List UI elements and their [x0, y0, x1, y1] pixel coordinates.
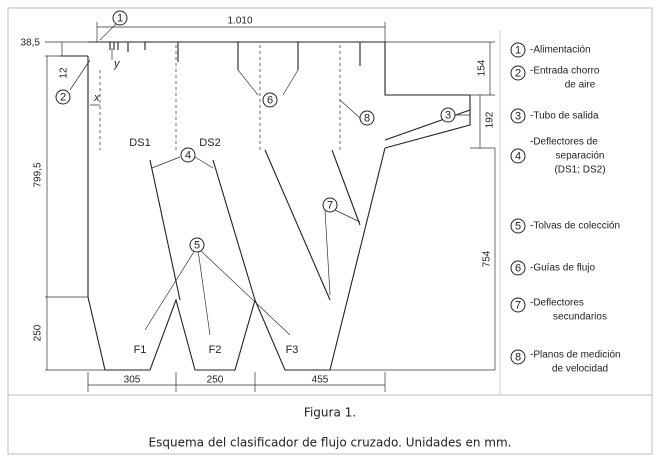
legend-text: -Entrada chorro: [530, 66, 600, 77]
callout-number: 6: [267, 94, 273, 106]
axis-label: y: [113, 58, 121, 70]
callout-number: 7: [327, 199, 333, 211]
callout-circle: [510, 349, 526, 365]
legend-text: -Deflectores de: [530, 137, 598, 148]
figure-border: [7, 7, 653, 455]
callout-number: 1: [117, 12, 123, 24]
callout-circle: [322, 197, 338, 213]
dimension-label: 12: [59, 67, 70, 79]
part-label: DS1: [129, 137, 150, 149]
dimension-label: 250: [33, 324, 44, 341]
dimension-label: 799,5: [33, 162, 44, 187]
legend-text: (DS1; DS2): [554, 165, 605, 176]
callout-number: 5: [515, 220, 521, 232]
legend-text: -Tolvas de colección: [530, 221, 620, 232]
legend-text: -Deflectores: [530, 298, 584, 309]
callout-number: 3: [515, 110, 521, 122]
callout-number: 4: [515, 150, 521, 162]
callout-number: 7: [515, 299, 521, 311]
callout-circle: [510, 260, 526, 276]
dimension-label: 250: [207, 375, 224, 386]
callout-circle: [180, 147, 196, 163]
dimension-label: 305: [124, 375, 141, 386]
callout-circle: [510, 108, 526, 124]
callout-number: 3: [445, 109, 451, 121]
dimension-label: 154: [477, 59, 488, 76]
part-label: F1: [134, 344, 147, 356]
part-label: F3: [286, 344, 299, 356]
callout-circle: [510, 148, 526, 164]
callout-number: 5: [194, 239, 200, 251]
dimension-label: 38,5: [21, 38, 41, 49]
caption-text: Esquema del clasificador de flujo cruzad…: [149, 436, 512, 450]
legend-text: -Alimentación: [530, 45, 591, 56]
axis-label: x: [93, 92, 100, 104]
callout-circle: [189, 237, 205, 253]
callout-circle: [359, 110, 375, 126]
callout-number: 1: [515, 44, 521, 56]
dimension-label: 754: [482, 250, 493, 267]
texts: 1.010 38,5 12 799,5 250 154 192 754 305 …: [21, 16, 512, 450]
callout-number: 6: [515, 262, 521, 274]
callout-circle: [510, 297, 526, 313]
part-label: F2: [209, 344, 222, 356]
legend-text: separación: [556, 151, 605, 162]
classifier-drawing: [45, 21, 496, 392]
callout-circle: [510, 218, 526, 234]
dimension-label: 1.010: [227, 16, 252, 27]
legend-text: secundarios: [553, 312, 607, 323]
legend-text: de aire: [565, 80, 596, 91]
callout-number: 8: [364, 112, 370, 124]
callout-number: 2: [60, 91, 66, 103]
callout-number: 4: [185, 149, 191, 161]
callout-circle: [510, 65, 526, 81]
callout-number: 2: [515, 67, 521, 79]
dimension-label: 455: [312, 375, 329, 386]
legend-text: -Guías de flujo: [530, 263, 595, 274]
dimension-label: 192: [485, 111, 496, 128]
legend-text: -Tubo de salida: [530, 111, 599, 122]
callout-circle: [262, 92, 278, 108]
part-label: DS2: [199, 137, 220, 149]
caption-title: Figura 1.: [304, 406, 356, 420]
callout-circle: [55, 89, 71, 105]
legend-text: -Planos de medición: [530, 350, 621, 361]
legend-text: de velocidad: [552, 364, 608, 375]
callout-circle: [440, 107, 456, 123]
callout-number: 8: [515, 351, 521, 363]
callout-circle: [510, 42, 526, 58]
callout-circle: [112, 10, 128, 26]
